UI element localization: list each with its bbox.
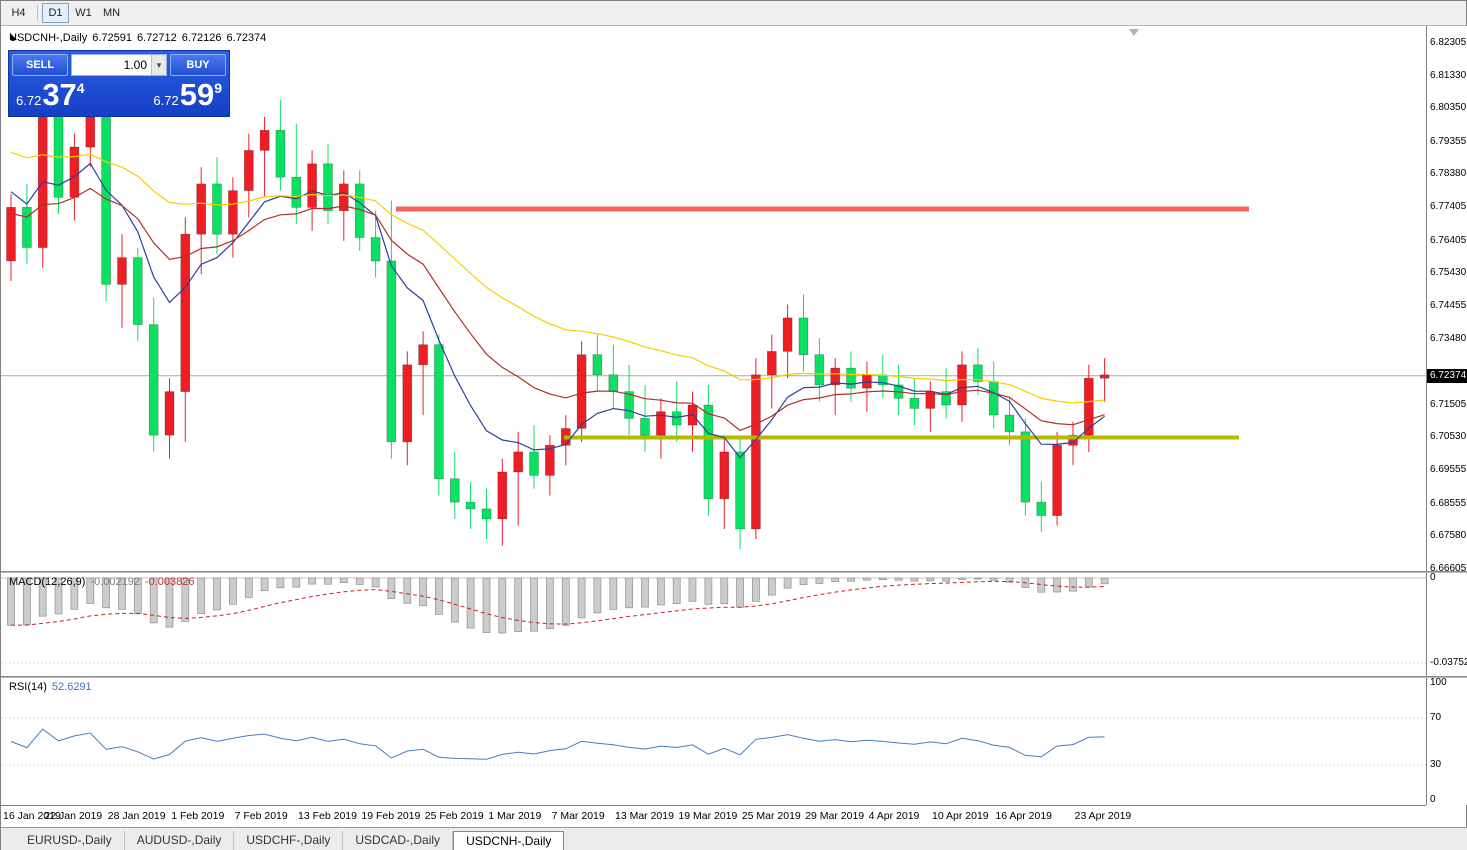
axis-label: 6.70530: [1430, 431, 1467, 443]
tab-usdcnh[interactable]: USDCNH-,Daily: [453, 831, 565, 850]
sell-price: 6.72 37 4: [16, 77, 85, 112]
x-axis-label: 28 Jan 2019: [107, 810, 166, 822]
ohlc-close: 6.72374: [226, 32, 267, 44]
x-axis-label: 1 Feb 2019: [171, 810, 225, 822]
buy-price: 6.72 59 9: [153, 77, 222, 112]
axis-label: 6.80350: [1430, 102, 1467, 114]
ohlc-open: 6.72591: [92, 32, 132, 44]
timeframe-toolbar: H4 D1 W1 MN: [1, 1, 1466, 26]
chart-arrow-icon: [10, 33, 17, 40]
x-axis-label: 7 Mar 2019: [551, 810, 605, 822]
time-axis[interactable]: 16 Jan 2019 22 Jan 2019 28 Jan 2019 1 Feb 2…: [1, 805, 1426, 827]
timeframe-d1-button[interactable]: D1: [42, 3, 69, 23]
ohlc-high: 6.72712: [137, 32, 177, 44]
rsi-value: 52.6291: [51, 681, 92, 693]
timeframe-mn-button[interactable]: MN: [98, 3, 125, 23]
sell-button[interactable]: SELL: [12, 54, 68, 76]
axis-label: 6.73480: [1430, 332, 1467, 344]
x-axis-label: 16 Jan 2019: [3, 810, 61, 822]
tab-audusd[interactable]: AUDUSD-,Daily: [125, 831, 235, 850]
x-axis-label: 19 Mar 2019: [678, 810, 738, 822]
macd-label: MACD(12,26,9) -0.002192 -0.003826: [9, 576, 195, 588]
main-price-chart[interactable]: USDCNH-,Daily 6.72591 6.72712 6.72126 6.…: [1, 26, 1426, 571]
x-axis-label: 19 Feb 2019: [361, 810, 421, 822]
axis-label: 70: [1430, 712, 1442, 724]
macd-signal-value: -0.003826: [144, 576, 195, 588]
axis-label: 0: [1430, 572, 1436, 583]
chart-shift-marker-icon[interactable]: [1129, 29, 1139, 36]
rsi-label: RSI(14) 52.6291: [9, 681, 92, 693]
volume-input[interactable]: 1.00 ▾: [71, 54, 167, 76]
timeframe-h4-button[interactable]: H4: [5, 3, 32, 23]
toolbar-separator: [37, 5, 38, 21]
axis-label: 6.79355: [1430, 135, 1467, 147]
macd-main-value: -0.002192: [90, 576, 140, 588]
x-axis-label: 25 Feb 2019: [424, 810, 484, 822]
current-price-tag: 6.72374: [1427, 368, 1467, 383]
axis-label: 6.71505: [1430, 398, 1467, 410]
volume-value: 1.00: [123, 58, 147, 72]
x-axis-label: 4 Apr 2019: [868, 810, 920, 822]
x-axis-label: 13 Feb 2019: [298, 810, 357, 822]
x-axis-label: 22 Jan 2019: [44, 810, 103, 822]
axis-label: 0: [1430, 794, 1436, 805]
volume-dropdown-icon[interactable]: ▾: [151, 55, 166, 75]
axis-label: 6.69555: [1430, 464, 1467, 476]
x-axis-label: 23 Apr 2019: [1074, 810, 1132, 822]
one-click-trading-panel: SELL 1.00 ▾ BUY 6.72 37 4 6.72 59 9: [8, 50, 230, 117]
x-axis-label: 7 Feb 2019: [234, 810, 288, 822]
axis-label: 6.67580: [1430, 530, 1467, 542]
tab-eurusd[interactable]: EURUSD-,Daily: [15, 831, 125, 850]
axis-label: 6.75430: [1430, 267, 1467, 279]
price-axis[interactable]: 6.72374 6.82305 6.81330 6.80350 6.79355 6.78…: [1426, 26, 1467, 805]
chart-tabs-bar: EURUSD-,Daily AUDUSD-,Daily USDCHF-,Dail…: [1, 827, 1467, 850]
x-axis-label: 25 Mar 2019: [741, 810, 801, 822]
axis-label: 6.76405: [1430, 234, 1467, 246]
axis-label: 6.74455: [1430, 299, 1467, 311]
axis-label: 6.81330: [1430, 69, 1467, 81]
axis-label: 6.77405: [1430, 201, 1467, 213]
axis-label: 6.82305: [1430, 37, 1467, 48]
chart-ohlc-header: USDCNH-,Daily 6.72591 6.72712 6.72126 6.…: [9, 32, 266, 44]
x-axis-label: 13 Mar 2019: [615, 810, 674, 822]
panel-separator[interactable]: [1, 676, 1467, 678]
axis-label: 6.78380: [1430, 168, 1467, 180]
timeframe-w1-button[interactable]: W1: [70, 3, 97, 23]
ohlc-low: 6.72126: [181, 32, 222, 44]
axis-label: 30: [1430, 758, 1442, 770]
x-axis-label: 10 Apr 2019: [932, 810, 989, 822]
macd-canvas: [1, 577, 1426, 664]
axis-label: 100: [1430, 677, 1447, 688]
x-axis-label: 1 Mar 2019: [488, 810, 542, 822]
buy-button[interactable]: BUY: [170, 54, 226, 76]
axis-label: 6.68555: [1430, 497, 1467, 509]
candlestick-canvas[interactable]: [1, 26, 1426, 571]
x-axis-label: 16 Apr 2019: [995, 810, 1053, 822]
panel-separator[interactable]: [1, 571, 1467, 573]
axis-label: -0.037529: [1430, 657, 1467, 668]
chart-symbol-label: USDCNH-,Daily: [9, 32, 88, 44]
tab-usdcad[interactable]: USDCAD-,Daily: [343, 831, 454, 850]
macd-indicator-panel[interactable]: MACD(12,26,9) -0.002192 -0.003826: [1, 573, 1426, 676]
tab-usdchf[interactable]: USDCHF-,Daily: [234, 831, 344, 850]
rsi-canvas: [1, 717, 1426, 766]
axis-label: 6.66605: [1430, 562, 1467, 574]
x-axis-label: 29 Mar 2019: [805, 810, 865, 822]
rsi-indicator-panel[interactable]: RSI(14) 52.6291: [1, 678, 1426, 805]
